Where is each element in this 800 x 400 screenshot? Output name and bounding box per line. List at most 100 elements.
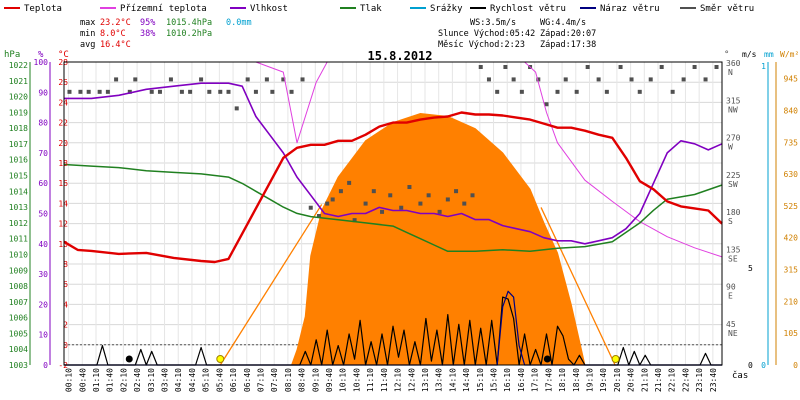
x-tick-label: 10:40	[352, 368, 361, 392]
tick-direction: 180	[726, 208, 741, 217]
stat-avg-temp: 16.4°C	[100, 40, 131, 50]
wind-direction-point	[325, 201, 330, 206]
stat-min-temp: 8.0°C	[100, 29, 126, 39]
x-tick-label: 15:40	[490, 368, 499, 392]
moonrise-marker	[125, 355, 133, 363]
wind-speed-info: WS:3.5m/s	[470, 18, 516, 28]
x-tick-label: 22:40	[681, 368, 690, 392]
tick-direction-label: SW	[728, 180, 738, 189]
tick-wm2: 420	[784, 234, 799, 243]
wind-direction-point	[503, 65, 508, 69]
legend-naraz-vetru: Náraz větru	[600, 4, 660, 14]
wind-direction-point	[352, 218, 357, 223]
wind-direction-point	[179, 89, 184, 94]
wind-direction-point	[544, 102, 549, 107]
wind-direction-point	[316, 214, 321, 218]
tick-direction: 135	[726, 245, 741, 254]
wind-direction-point	[585, 65, 590, 69]
series-náraz-větru	[64, 290, 722, 366]
wind-direction-point	[388, 193, 393, 198]
tick-direction-label: W	[728, 143, 733, 152]
tick-hpa: 1006	[9, 314, 28, 323]
wind-direction-point	[97, 89, 102, 94]
x-tick-label: 10:10	[339, 368, 348, 392]
x-tick-label: 13:10	[421, 368, 430, 392]
wind-direction-point	[618, 65, 623, 69]
tick-hpa: 1020	[9, 93, 28, 102]
tick-hpa: 1007	[9, 298, 28, 307]
wind-direction-point	[659, 65, 664, 69]
wind-direction-point	[289, 89, 294, 94]
x-tick-label: 04:10	[174, 368, 183, 392]
wind-direction-point	[555, 89, 560, 94]
tick-wm2: 0	[793, 361, 798, 370]
moonrise-info: Měsíc Východ:2:23	[438, 40, 525, 50]
tick-celsius: 0	[63, 341, 68, 350]
legend-srazky: Srážky	[430, 4, 463, 14]
tick-hpa: 1017	[9, 140, 28, 149]
wind-direction-point	[347, 180, 352, 185]
tick-percent: 90	[38, 88, 48, 97]
tick-hpa: 1004	[9, 345, 28, 354]
stats-block: max 23.2°C 95% 1015.4hPa 0.0mm min 8.0°C…	[80, 18, 252, 50]
x-tick-label: 16:10	[503, 368, 512, 392]
wind-direction-point	[703, 77, 708, 82]
x-tick-label: 09:10	[311, 368, 320, 392]
series-vlhkost	[64, 82, 723, 245]
x-tick-label: 07:10	[256, 368, 265, 392]
wind-direction-point	[86, 89, 91, 94]
legend-teplota: Teplota	[24, 4, 62, 14]
wind-direction-point	[511, 77, 516, 82]
tick-direction-label: NW	[728, 105, 738, 114]
tick-celsius: 14	[58, 199, 68, 208]
wind-direction-point	[157, 89, 162, 94]
solar-clear-sky-rise	[219, 204, 323, 366]
wind-gust-info: WG:4.4m/s	[540, 18, 586, 28]
wind-direction-point	[670, 89, 675, 94]
tick-celsius: 28	[58, 58, 68, 67]
tick-direction-label: NE	[728, 329, 738, 338]
x-tick-label: 12:40	[407, 368, 416, 392]
tick-hpa: 1005	[9, 329, 28, 338]
axis-unit-time: čas	[732, 370, 748, 381]
tick-celsius: 8	[63, 260, 68, 269]
info-block: WS:3.5m/s WG:4.4m/s Slunce Východ:05:42 …	[438, 18, 596, 50]
wind-direction-point	[445, 197, 450, 202]
tick-celsius: 2	[63, 321, 68, 330]
moonset-marker	[543, 355, 551, 363]
wind-direction-point	[437, 209, 442, 214]
tick-hpa: 1014	[9, 187, 28, 196]
tick-direction-label: N	[728, 68, 733, 77]
stat-min-hum: 38%	[140, 29, 155, 39]
tick-wm2: 840	[784, 106, 799, 115]
x-tick-label: 12:10	[394, 368, 403, 392]
tick-hpa: 1015	[9, 172, 28, 181]
wind-direction-point	[681, 77, 686, 82]
sunrise-marker	[216, 355, 225, 363]
wind-direction-point	[308, 205, 313, 210]
y-axes: 1003100410051006100710081009101010111012…	[9, 58, 798, 370]
wind-direction-point	[330, 197, 335, 202]
tick-ms: 0	[748, 361, 753, 370]
tick-percent: 80	[38, 119, 48, 128]
wind-direction-point	[574, 89, 579, 94]
tick-hpa: 1021	[9, 77, 28, 86]
x-tick-label: 20:40	[627, 368, 636, 392]
x-tick-label: 16:40	[517, 368, 526, 392]
wind-direction-point	[78, 89, 83, 94]
stat-max-hum: 95%	[140, 18, 155, 28]
legend-vlhkost: Vlhkost	[250, 4, 288, 14]
stat-min-press: 1010.2hPa	[166, 29, 212, 39]
tick-hpa: 1003	[9, 361, 28, 370]
tick-celsius: 10	[58, 240, 68, 249]
x-tick-label: 13:40	[435, 368, 444, 392]
series-tlak	[63, 163, 723, 253]
moonset-info: Západ:17:38	[540, 40, 596, 50]
tick-wm2: 210	[784, 297, 799, 306]
tick-wm2: 105	[784, 329, 799, 338]
tick-hpa: 1013	[9, 203, 28, 212]
tick-direction: 360	[726, 59, 741, 68]
axis-unit-degree: °	[724, 50, 729, 60]
sunset-info: Západ:20:07	[540, 29, 596, 39]
